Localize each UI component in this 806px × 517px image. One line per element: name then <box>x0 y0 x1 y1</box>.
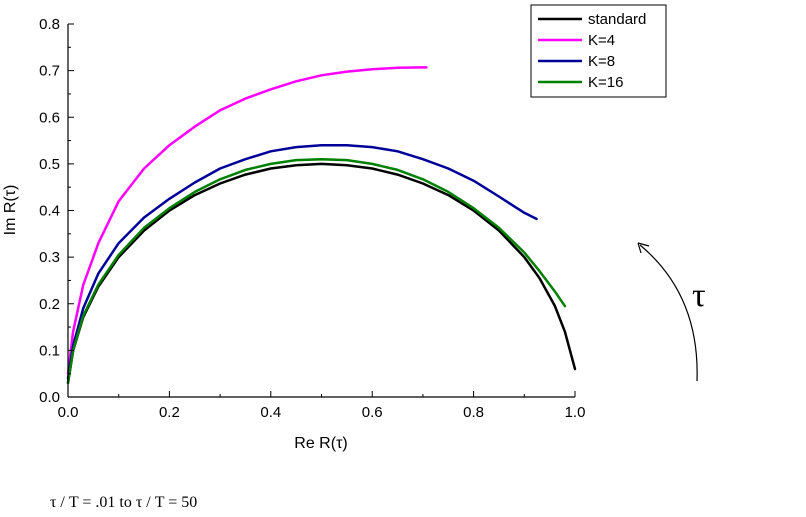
y-tick-label: 0.5 <box>39 156 60 173</box>
series-line-k-8 <box>66 143 538 380</box>
x-tick-label: 0.4 <box>260 404 281 421</box>
series-line-k-4 <box>66 66 428 375</box>
x-tick-label: 1.0 <box>565 404 586 421</box>
legend-label: K=16 <box>588 74 623 91</box>
y-tick-label: 0.4 <box>39 203 60 220</box>
x-tick-label: 0.8 <box>463 404 484 421</box>
legend-label: standard <box>588 11 646 28</box>
tau-symbol: τ <box>692 277 706 314</box>
x-tick-label: 0.2 <box>159 404 180 421</box>
y-tick-label: 0.0 <box>39 389 60 406</box>
series-lines <box>66 66 577 385</box>
y-tick-label: 0.3 <box>39 249 60 266</box>
y-tick-label: 0.6 <box>39 109 60 126</box>
x-tick-label: 0.6 <box>362 404 383 421</box>
tau-direction-arrow <box>639 244 698 382</box>
y-tick-label: 0.7 <box>39 63 60 80</box>
y-tick-label: 0.8 <box>39 16 60 33</box>
tau-arrow-head <box>637 242 650 254</box>
x-axis-title: Re R(τ) <box>294 435 347 452</box>
series-line-k-16 <box>66 157 567 385</box>
x-ticks: 0.0 0.2 0.4 0.6 0.8 1.0 <box>58 391 586 421</box>
legend: standard K=4 K=8 K=16 <box>530 4 667 98</box>
y-axis-title: Im R(τ) <box>2 185 19 236</box>
y-ticks: 0.0 0.1 0.2 0.3 0.4 0.5 0.6 0.7 0.8 <box>39 16 74 406</box>
legend-label: K=8 <box>588 53 615 70</box>
footnote-range: τ / T = .01 to τ / T = 50 <box>50 494 198 511</box>
tau-direction-annotation: τ <box>637 242 706 382</box>
legend-label: K=4 <box>588 32 615 49</box>
y-tick-label: 0.1 <box>39 342 60 359</box>
series-line-standard <box>66 162 577 385</box>
y-tick-label: 0.2 <box>39 296 60 313</box>
axes <box>67 24 575 398</box>
x-tick-label: 0.0 <box>58 404 79 421</box>
